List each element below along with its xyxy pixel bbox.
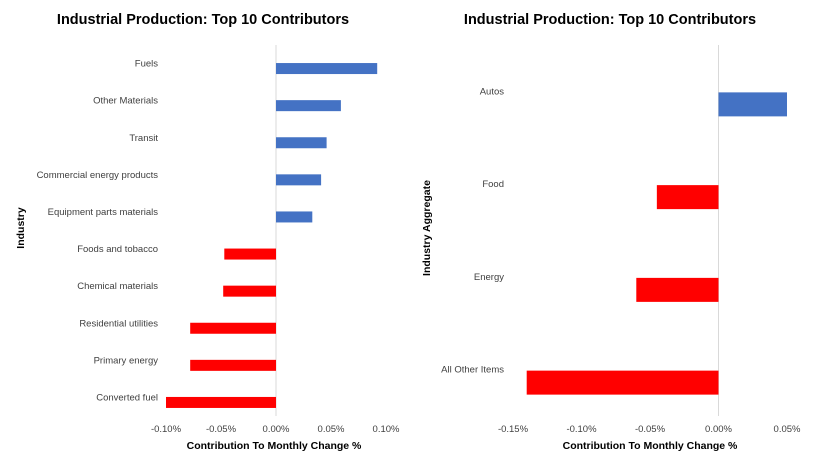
- x-tick-label: 0.05%: [774, 424, 801, 435]
- x-tick-label: -0.15%: [498, 424, 529, 435]
- chart-title: Industrial Production: Top 10 Contributo…: [464, 12, 756, 28]
- category-label: Energy: [474, 272, 504, 283]
- category-label: Transit: [129, 133, 158, 144]
- x-tick-label: 0.00%: [705, 424, 732, 435]
- category-label: Equipment parts materials: [48, 207, 159, 218]
- x-tick-labels: -0.15% -0.10% -0.05% 0.00% 0.05%: [498, 424, 801, 435]
- category-label: Food: [482, 179, 504, 190]
- bar: [276, 174, 322, 186]
- bars: [526, 45, 787, 416]
- category-labels: Fuels Other Materials Transit Commercial en…: [37, 59, 159, 404]
- category-label: Residential utilities: [79, 318, 158, 329]
- x-tick-label: -0.10%: [151, 424, 182, 435]
- bar: [526, 370, 719, 395]
- y-axis-title: Industry Aggregate: [421, 180, 433, 276]
- bars: [166, 45, 378, 416]
- category-label: Primary energy: [94, 355, 159, 366]
- x-tick-labels: -0.10% -0.05% 0.00% 0.05% 0.10%: [151, 424, 400, 435]
- x-tick-label: -0.10%: [566, 424, 597, 435]
- bar: [166, 396, 276, 408]
- category-label: Foods and tobacco: [77, 244, 158, 255]
- bar: [276, 63, 378, 75]
- category-label: Chemical materials: [77, 281, 158, 292]
- category-label: Other Materials: [93, 96, 158, 107]
- chart-industry-aggregate: Industrial Production: Top 10 Contributo…: [421, 12, 801, 452]
- category-label: Autos: [480, 86, 505, 97]
- bar: [224, 248, 276, 260]
- category-label: Converted fuel: [96, 392, 158, 403]
- category-labels: Autos Food Energy All Other Items: [441, 86, 504, 375]
- x-tick-label: 0.10%: [373, 424, 400, 435]
- x-tick-label: 0.05%: [318, 424, 345, 435]
- bar: [656, 185, 719, 210]
- bar: [223, 285, 276, 297]
- x-axis-title: Contribution To Monthly Change %: [563, 440, 738, 452]
- x-tick-label: -0.05%: [635, 424, 666, 435]
- bar: [636, 277, 719, 302]
- chart-industry: Industrial Production: Top 10 Contributo…: [15, 12, 400, 452]
- x-axis-title: Contribution To Monthly Change %: [187, 440, 362, 452]
- bar: [276, 211, 313, 223]
- bar: [190, 359, 276, 371]
- bar: [276, 100, 341, 112]
- bar: [190, 322, 276, 334]
- category-label: Fuels: [135, 59, 158, 70]
- category-label: All Other Items: [441, 365, 504, 376]
- x-tick-label: -0.05%: [206, 424, 237, 435]
- x-tick-label: 0.00%: [263, 424, 290, 435]
- bar: [718, 92, 787, 117]
- category-label: Commercial energy products: [37, 170, 159, 181]
- y-axis-title: Industry: [15, 207, 27, 249]
- bar: [276, 137, 327, 149]
- chart-title: Industrial Production: Top 10 Contributo…: [57, 12, 349, 28]
